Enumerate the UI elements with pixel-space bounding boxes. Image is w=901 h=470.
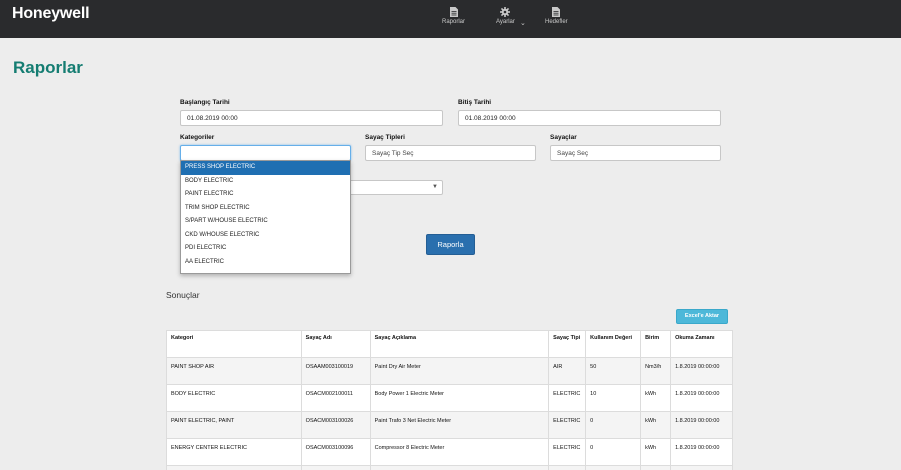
results-table: Kategori Sayaç Adı Sayaç Açıklama Sayaç … <box>166 330 733 470</box>
table-cell: Nm3/h <box>640 357 672 385</box>
table-header-row: Kategori Sayaç Adı Sayaç Açıklama Sayaç … <box>166 330 733 358</box>
dropdown-option[interactable]: TRIM SHOP ELECTRIC <box>185 204 250 211</box>
dropdown-option[interactable]: PRESS SHOP ELECTRIC <box>181 161 350 175</box>
table-cell: AIR <box>548 357 587 385</box>
column-header[interactable]: Sayaç Açıklama <box>369 330 550 358</box>
table-cell: BODY ELECTRIC <box>166 384 302 412</box>
table-cell: PAINT SHOP AIR <box>166 357 302 385</box>
start-date-input[interactable]: 01.08.2019 00:00 <box>180 110 443 126</box>
nav-item-hedefler[interactable]: Hedefler <box>545 7 568 25</box>
nav-item-ayarlar[interactable]: Ayarlar <box>496 7 515 25</box>
nav-label-raporlar: Raporlar <box>442 19 466 25</box>
table-cell: OSACM003100026 <box>300 411 371 439</box>
table-cell: 1.8.2019 00:00:00 <box>670 438 733 466</box>
column-header[interactable]: Okuma Zamanı <box>670 330 733 358</box>
table-cell: 50 <box>585 357 642 385</box>
dropdown-option[interactable]: PAINT ELECTRIC <box>185 191 234 197</box>
column-header[interactable]: Birim <box>640 330 672 358</box>
results-title: Sonuçlar <box>166 290 200 300</box>
dropdown-option[interactable]: AA ELECTRIC <box>185 258 225 265</box>
column-header[interactable]: Kategori <box>166 330 302 358</box>
end-date-label: Bitiş Tarihi <box>458 99 492 106</box>
dropdown-option[interactable]: BODY ELECTRIC <box>185 177 234 184</box>
table-cell: 0 <box>585 411 642 439</box>
table-cell: Compressor 8 Electric Meter <box>369 438 550 466</box>
table-cell: 0 <box>585 438 642 466</box>
meter-types-label: Sayaç Tipleri <box>365 134 405 141</box>
categories-label: Kategoriler <box>180 134 215 141</box>
table-row: BODY ELECTRIC OSACM002100011 Body Power … <box>166 384 733 412</box>
column-header[interactable]: Sayaç Tipi <box>548 330 587 358</box>
meters-input[interactable]: Sayaç Seç <box>550 145 721 161</box>
file-icon <box>449 7 458 17</box>
table-row <box>166 465 733 470</box>
dropdown-option[interactable]: CKD W/HOUSE ELECTRIC <box>185 231 260 238</box>
table-cell: ELECTRIC <box>548 411 587 439</box>
chevron-down-icon[interactable]: ⌄ <box>520 20 526 27</box>
chevron-down-icon: ▼ <box>432 184 438 190</box>
categories-input[interactable] <box>180 145 351 161</box>
nav-item-raporlar[interactable]: Raporlar <box>442 7 465 25</box>
export-excel-button[interactable]: Excel'e Aktar <box>676 309 728 324</box>
table-cell: ENERGY CENTER ELECTRIC <box>166 438 302 466</box>
top-navbar: Honeywell Raporlar Ayarlar ⌄ Hedefler <box>0 0 901 38</box>
column-header[interactable]: Sayaç Adı <box>300 330 371 358</box>
table-cell: 1.8.2019 00:00:00 <box>670 357 733 385</box>
table-cell: 10 <box>585 384 642 412</box>
table-cell: Paint Dry Air Meter <box>369 357 550 385</box>
meters-label: Sayaçlar <box>550 134 577 141</box>
page-title: Raporlar <box>13 58 83 77</box>
brand-logo[interactable]: Honeywell <box>12 5 90 22</box>
dropdown-option[interactable]: PDI ELECTRIC <box>185 245 227 251</box>
table-cell: kWh <box>640 384 672 412</box>
table-cell: OSAAM003100019 <box>300 357 371 385</box>
file-icon <box>552 7 561 17</box>
table-cell: PAINT ELECTRIC, PAINT <box>166 411 302 439</box>
table-row: PAINT SHOP AIR OSAAM003100019 Paint Dry … <box>166 357 733 385</box>
start-date-label: Başlangıç Tarihi <box>180 99 230 106</box>
categories-dropdown: PRESS SHOP ELECTRIC BODY ELECTRIC PAINT … <box>180 160 351 274</box>
meter-types-input[interactable]: Sayaç Tip Seç <box>365 145 536 161</box>
table-cell: OSACM002100011 <box>300 384 371 412</box>
table-row: PAINT ELECTRIC, PAINT OSACM003100026 Pai… <box>166 411 733 439</box>
table-cell: Paint Trafo 3 Net Electric Meter <box>369 411 550 439</box>
table-cell: Body Power 1 Electric Meter <box>369 384 550 412</box>
table-cell: ELECTRIC <box>548 384 587 412</box>
table-cell: kWh <box>640 438 672 466</box>
nav-label-hedefler: Hedefler <box>545 19 568 25</box>
table-cell: kWh <box>640 411 672 439</box>
dropdown-option[interactable]: S/PART W/HOUSE ELECTRIC <box>185 218 268 224</box>
table-row: ENERGY CENTER ELECTRIC OSACM003100096 Co… <box>166 438 733 466</box>
table-cell: 1.8.2019 00:00:00 <box>670 411 733 439</box>
table-cell: 1.8.2019 00:00:00 <box>670 384 733 412</box>
report-button[interactable]: Raporla <box>426 234 475 255</box>
nav-label-ayarlar: Ayarlar <box>496 19 515 25</box>
table-cell: OSACM003100096 <box>300 438 371 466</box>
gear-icon <box>500 7 511 17</box>
end-date-input[interactable]: 01.08.2019 00:00 <box>458 110 721 126</box>
table-cell: ELECTRIC <box>548 438 587 466</box>
column-header[interactable]: Kullanım Değeri <box>585 330 642 358</box>
